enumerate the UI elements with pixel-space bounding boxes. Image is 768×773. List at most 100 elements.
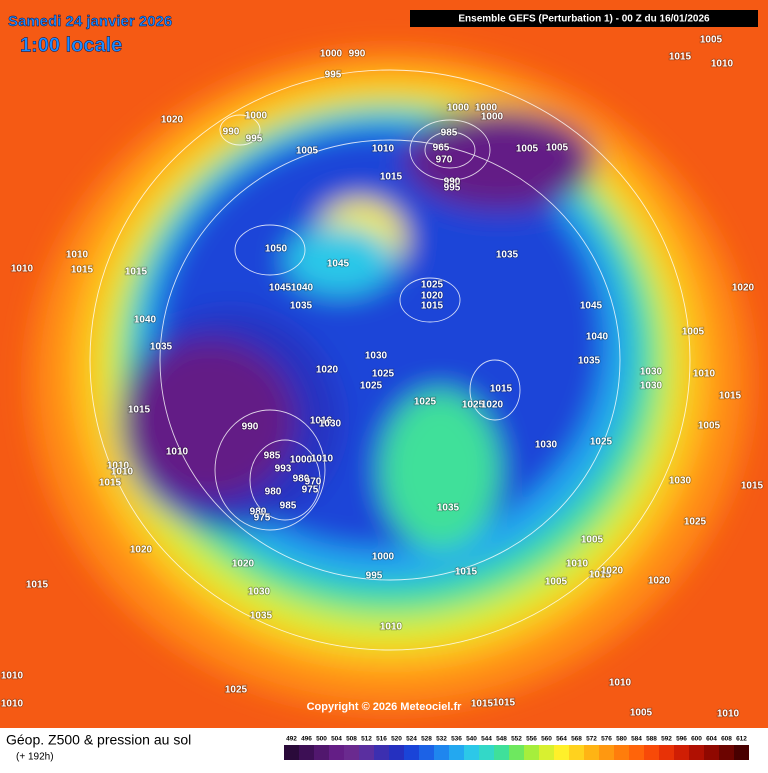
scale-swatch xyxy=(554,745,569,760)
pressure-label: 1000 xyxy=(372,552,395,563)
pressure-label: 1015 xyxy=(71,265,94,276)
pressure-label: 980 xyxy=(293,474,310,485)
pressure-label: 1010 xyxy=(693,369,716,380)
scale-label: 532 xyxy=(436,736,447,743)
pressure-label: 995 xyxy=(325,70,342,81)
pressure-label: 970 xyxy=(305,477,322,488)
scale-label: 492 xyxy=(286,736,297,743)
scale-swatch xyxy=(419,745,434,760)
pressure-label: 990 xyxy=(444,177,461,188)
time: 1:00 locale xyxy=(20,34,122,56)
scale-swatch xyxy=(584,745,599,760)
scale-label: 512 xyxy=(361,736,372,743)
pressure-label: 990 xyxy=(349,49,366,60)
pressure-label: 1035 xyxy=(578,356,601,367)
pressure-label: 1000 xyxy=(320,49,343,60)
scale-label: 552 xyxy=(511,736,522,743)
scale-label: 568 xyxy=(571,736,582,743)
scale-label: 564 xyxy=(556,736,567,743)
pressure-label: 1010 xyxy=(107,461,130,472)
scale-swatch xyxy=(374,745,389,760)
pressure-label: 1015 xyxy=(471,699,494,710)
date: Samedi 24 janvier 2026 xyxy=(8,13,172,30)
scale-swatch xyxy=(509,745,524,760)
pressure-label: 1010 xyxy=(609,678,632,689)
pressure-label: 1025 xyxy=(421,280,444,291)
scale-label: 504 xyxy=(331,736,342,743)
scale-swatch xyxy=(629,745,644,760)
pressure-label: 1020 xyxy=(648,576,671,587)
pressure-label: 990 xyxy=(223,127,240,138)
pressure-label: 1050 xyxy=(265,244,288,255)
scale-label: 508 xyxy=(346,736,357,743)
scale-label: 516 xyxy=(376,736,387,743)
pressure-label: 1030 xyxy=(669,476,692,487)
scale-swatch xyxy=(599,745,614,760)
color-scale: 492 496 500 504 508 512 516 520 524 528 532 536 540 5… xyxy=(284,736,749,760)
pressure-label: 1005 xyxy=(630,708,653,719)
pressure-label: 975 xyxy=(302,485,319,496)
pressure-label: 1010 xyxy=(380,622,403,633)
pressure-label: 1016 xyxy=(310,416,333,427)
pressure-label: 990 xyxy=(242,422,259,433)
pressure-label: 1035 xyxy=(150,342,173,353)
pressure-label: 985 xyxy=(264,451,281,462)
pressure-label: 1015 xyxy=(719,391,742,402)
pressure-label: 1010 xyxy=(166,447,189,458)
pressure-label: 995 xyxy=(246,134,263,145)
pressure-label: 1005 xyxy=(545,577,568,588)
pressure-label: 970 xyxy=(436,155,453,166)
pressure-label: 1025 xyxy=(590,437,613,448)
copyright: Copyright © 2026 Meteociel.fr xyxy=(307,701,463,713)
scale-label: 536 xyxy=(451,736,462,743)
pressure-label: 1015 xyxy=(490,384,513,395)
pressure-label: 1020 xyxy=(161,115,184,126)
pressure-label: 980 xyxy=(250,507,267,518)
pressure-label: 1020 xyxy=(232,559,255,570)
scale-swatch xyxy=(389,745,404,760)
pressure-label: 1015 xyxy=(493,698,516,709)
scale-label: 520 xyxy=(391,736,402,743)
pressure-label: 1030 xyxy=(535,440,558,451)
scale-swatch xyxy=(494,745,509,760)
scale-swatch xyxy=(644,745,659,760)
pressure-label: 1020 xyxy=(732,283,755,294)
pressure-label: 1025 xyxy=(360,381,383,392)
pressure-label: 1030 xyxy=(248,587,271,598)
scale-swatch xyxy=(359,745,374,760)
pressure-label: 1015 xyxy=(26,580,49,591)
pressure-label: 1010 xyxy=(311,454,334,465)
run-info: Ensemble GEFS (Perturbation 1) - 00 Z du… xyxy=(458,14,710,25)
pressure-label: 1025 xyxy=(414,397,437,408)
scale-swatch xyxy=(314,745,329,760)
scale-label: 556 xyxy=(526,736,537,743)
scale-label: 588 xyxy=(646,736,657,743)
pressure-label: 1020 xyxy=(601,566,624,577)
pressure-label: 1020 xyxy=(316,365,339,376)
scale-swatch xyxy=(719,745,734,760)
scale-swatch xyxy=(449,745,464,760)
pressure-label: 985 xyxy=(280,501,297,512)
pressure-label: 1030 xyxy=(365,351,388,362)
pressure-label: 1010 xyxy=(11,264,34,275)
pressure-label: 1015 xyxy=(421,301,444,312)
scale-label: 540 xyxy=(466,736,477,743)
scale-swatch xyxy=(674,745,689,760)
pressure-label: 1015 xyxy=(455,567,478,578)
scale-swatch xyxy=(464,745,479,760)
scale-label: 528 xyxy=(421,736,432,743)
pressure-label: 1010 xyxy=(1,699,24,710)
scale-label: 576 xyxy=(601,736,612,743)
scale-swatch xyxy=(614,745,629,760)
pressure-label: 1045 xyxy=(580,301,603,312)
pressure-label: 1020 xyxy=(421,291,444,302)
pressure-label: 995 xyxy=(366,571,383,582)
scale-label: 524 xyxy=(406,736,417,743)
scale-label: 580 xyxy=(616,736,627,743)
pressure-label: 1025 xyxy=(684,517,707,528)
pressure-label: 1005 xyxy=(296,146,319,157)
pressure-label: 1015 xyxy=(669,52,692,63)
pressure-label: 1000 xyxy=(447,103,470,114)
scale-swatch xyxy=(344,745,359,760)
